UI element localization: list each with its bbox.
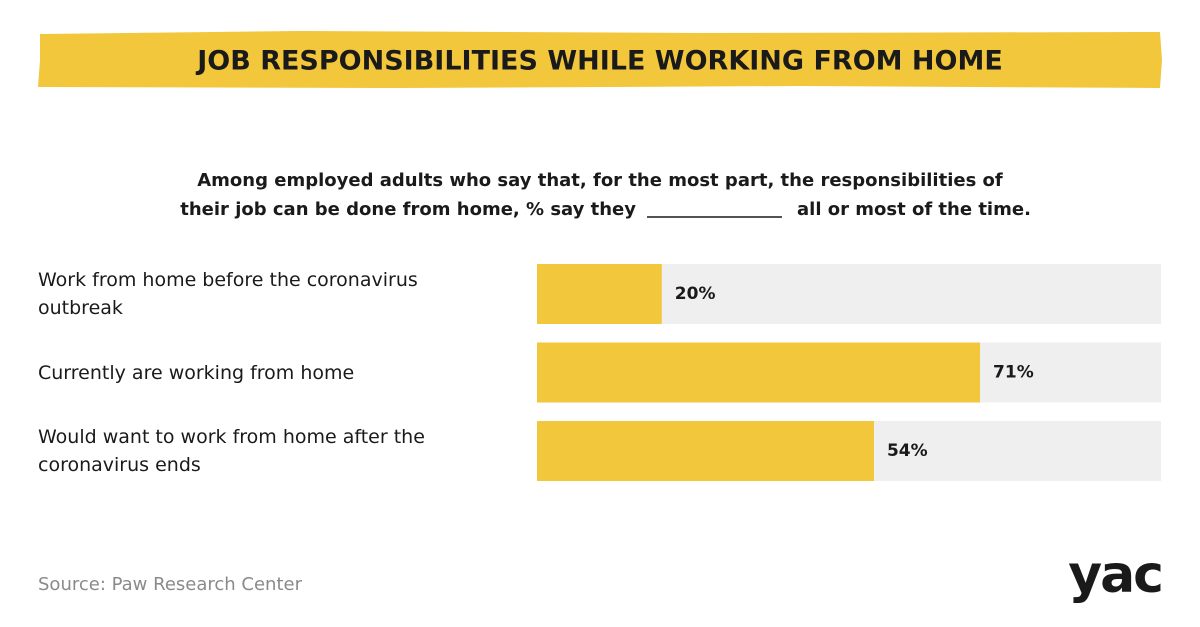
title-banner [38,31,1162,88]
bar [537,421,874,481]
source: Source: Paw Research Center [38,574,303,595]
bar [537,264,662,324]
category-label: Work from home before the coronavirus ou… [38,269,418,319]
subtitle: Among employed adults who say that, for … [197,170,1003,191]
bar [537,342,981,403]
chart-title: JOB RESPONSIBILITIES WHILE WORKING FROM … [195,46,1003,77]
value-label: 20% [675,284,716,304]
category-label: Currently are working from home [38,361,355,384]
value-label: 71% [993,363,1034,383]
logo: yac [1068,545,1162,605]
value-label: 54% [887,441,928,461]
subtitle: their job can be done from home, % say t… [180,199,636,220]
category-label: Would want to work from home after the c… [38,426,425,476]
subtitle: all or most of the time. [797,199,1031,220]
